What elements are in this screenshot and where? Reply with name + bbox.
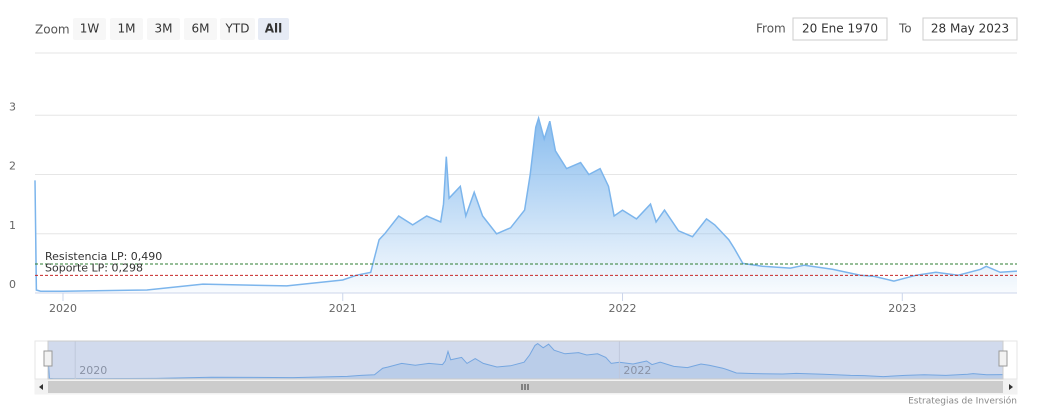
scrollbar-arrow-right[interactable] bbox=[1009, 384, 1013, 390]
navigator-mask bbox=[47, 340, 1004, 380]
navigator-tick-label: 2022 bbox=[623, 364, 651, 377]
range-button-bg[interactable] bbox=[258, 18, 289, 40]
range-button-label[interactable]: 3M bbox=[155, 22, 173, 36]
x-tick-label: 2022 bbox=[609, 302, 637, 315]
range-button[interactable]: 1W bbox=[73, 18, 106, 40]
scrollbar-grip bbox=[521, 384, 529, 390]
range-button[interactable]: 6M bbox=[184, 18, 217, 40]
from-input[interactable] bbox=[792, 17, 888, 41]
to-label: To bbox=[898, 22, 912, 36]
navigator-handle[interactable] bbox=[998, 350, 1008, 367]
x-tick-label: 2021 bbox=[329, 302, 357, 315]
range-button-bg[interactable] bbox=[220, 18, 255, 40]
range-button-label[interactable]: 1M bbox=[118, 22, 136, 36]
line bbox=[34, 115, 1018, 292]
range-button-bg[interactable] bbox=[147, 18, 180, 40]
range-button-label[interactable]: YTD bbox=[225, 22, 250, 36]
scrollbar-arrow-left[interactable] bbox=[39, 384, 43, 390]
range-button-bg[interactable] bbox=[73, 18, 106, 40]
from-value[interactable]: 20 Ene 1970 bbox=[802, 22, 878, 36]
y-tick-label: 2 bbox=[9, 160, 16, 173]
navigator-area bbox=[48, 343, 1003, 379]
navigator-handle[interactable] bbox=[43, 350, 53, 367]
range-button-label[interactable]: All bbox=[265, 22, 283, 36]
y-tick-label: 1 bbox=[9, 219, 16, 232]
to-value[interactable]: 28 May 2023 bbox=[931, 22, 1009, 36]
range-button-bg[interactable] bbox=[110, 18, 143, 40]
from-label: From bbox=[756, 22, 786, 36]
range-button[interactable]: All bbox=[258, 18, 289, 40]
credits: Estrategias de Inversión bbox=[908, 396, 1017, 407]
x-tick-label: 2023 bbox=[888, 302, 916, 315]
plot-line-label: Soporte LP: 0,298 bbox=[45, 261, 143, 274]
range-button-label[interactable]: 1W bbox=[80, 22, 100, 36]
range-button-bg[interactable] bbox=[184, 18, 217, 40]
range-button-label[interactable]: 6M bbox=[192, 22, 210, 36]
range-button[interactable]: 3M bbox=[147, 18, 180, 40]
plot-line-label: Resistencia LP: 0,490 bbox=[45, 250, 162, 263]
range-button[interactable]: 1M bbox=[110, 18, 143, 40]
range-button[interactable]: YTD bbox=[220, 18, 255, 40]
x-tick-label: 2020 bbox=[49, 302, 77, 315]
y-tick-label: 0 bbox=[9, 278, 16, 291]
to-input[interactable] bbox=[922, 17, 1018, 41]
navigator-line bbox=[47, 342, 1004, 380]
zoom-label: Zoom bbox=[35, 23, 70, 37]
y-tick-label: 3 bbox=[9, 100, 16, 113]
navigator-tick-label: 2020 bbox=[79, 364, 107, 377]
